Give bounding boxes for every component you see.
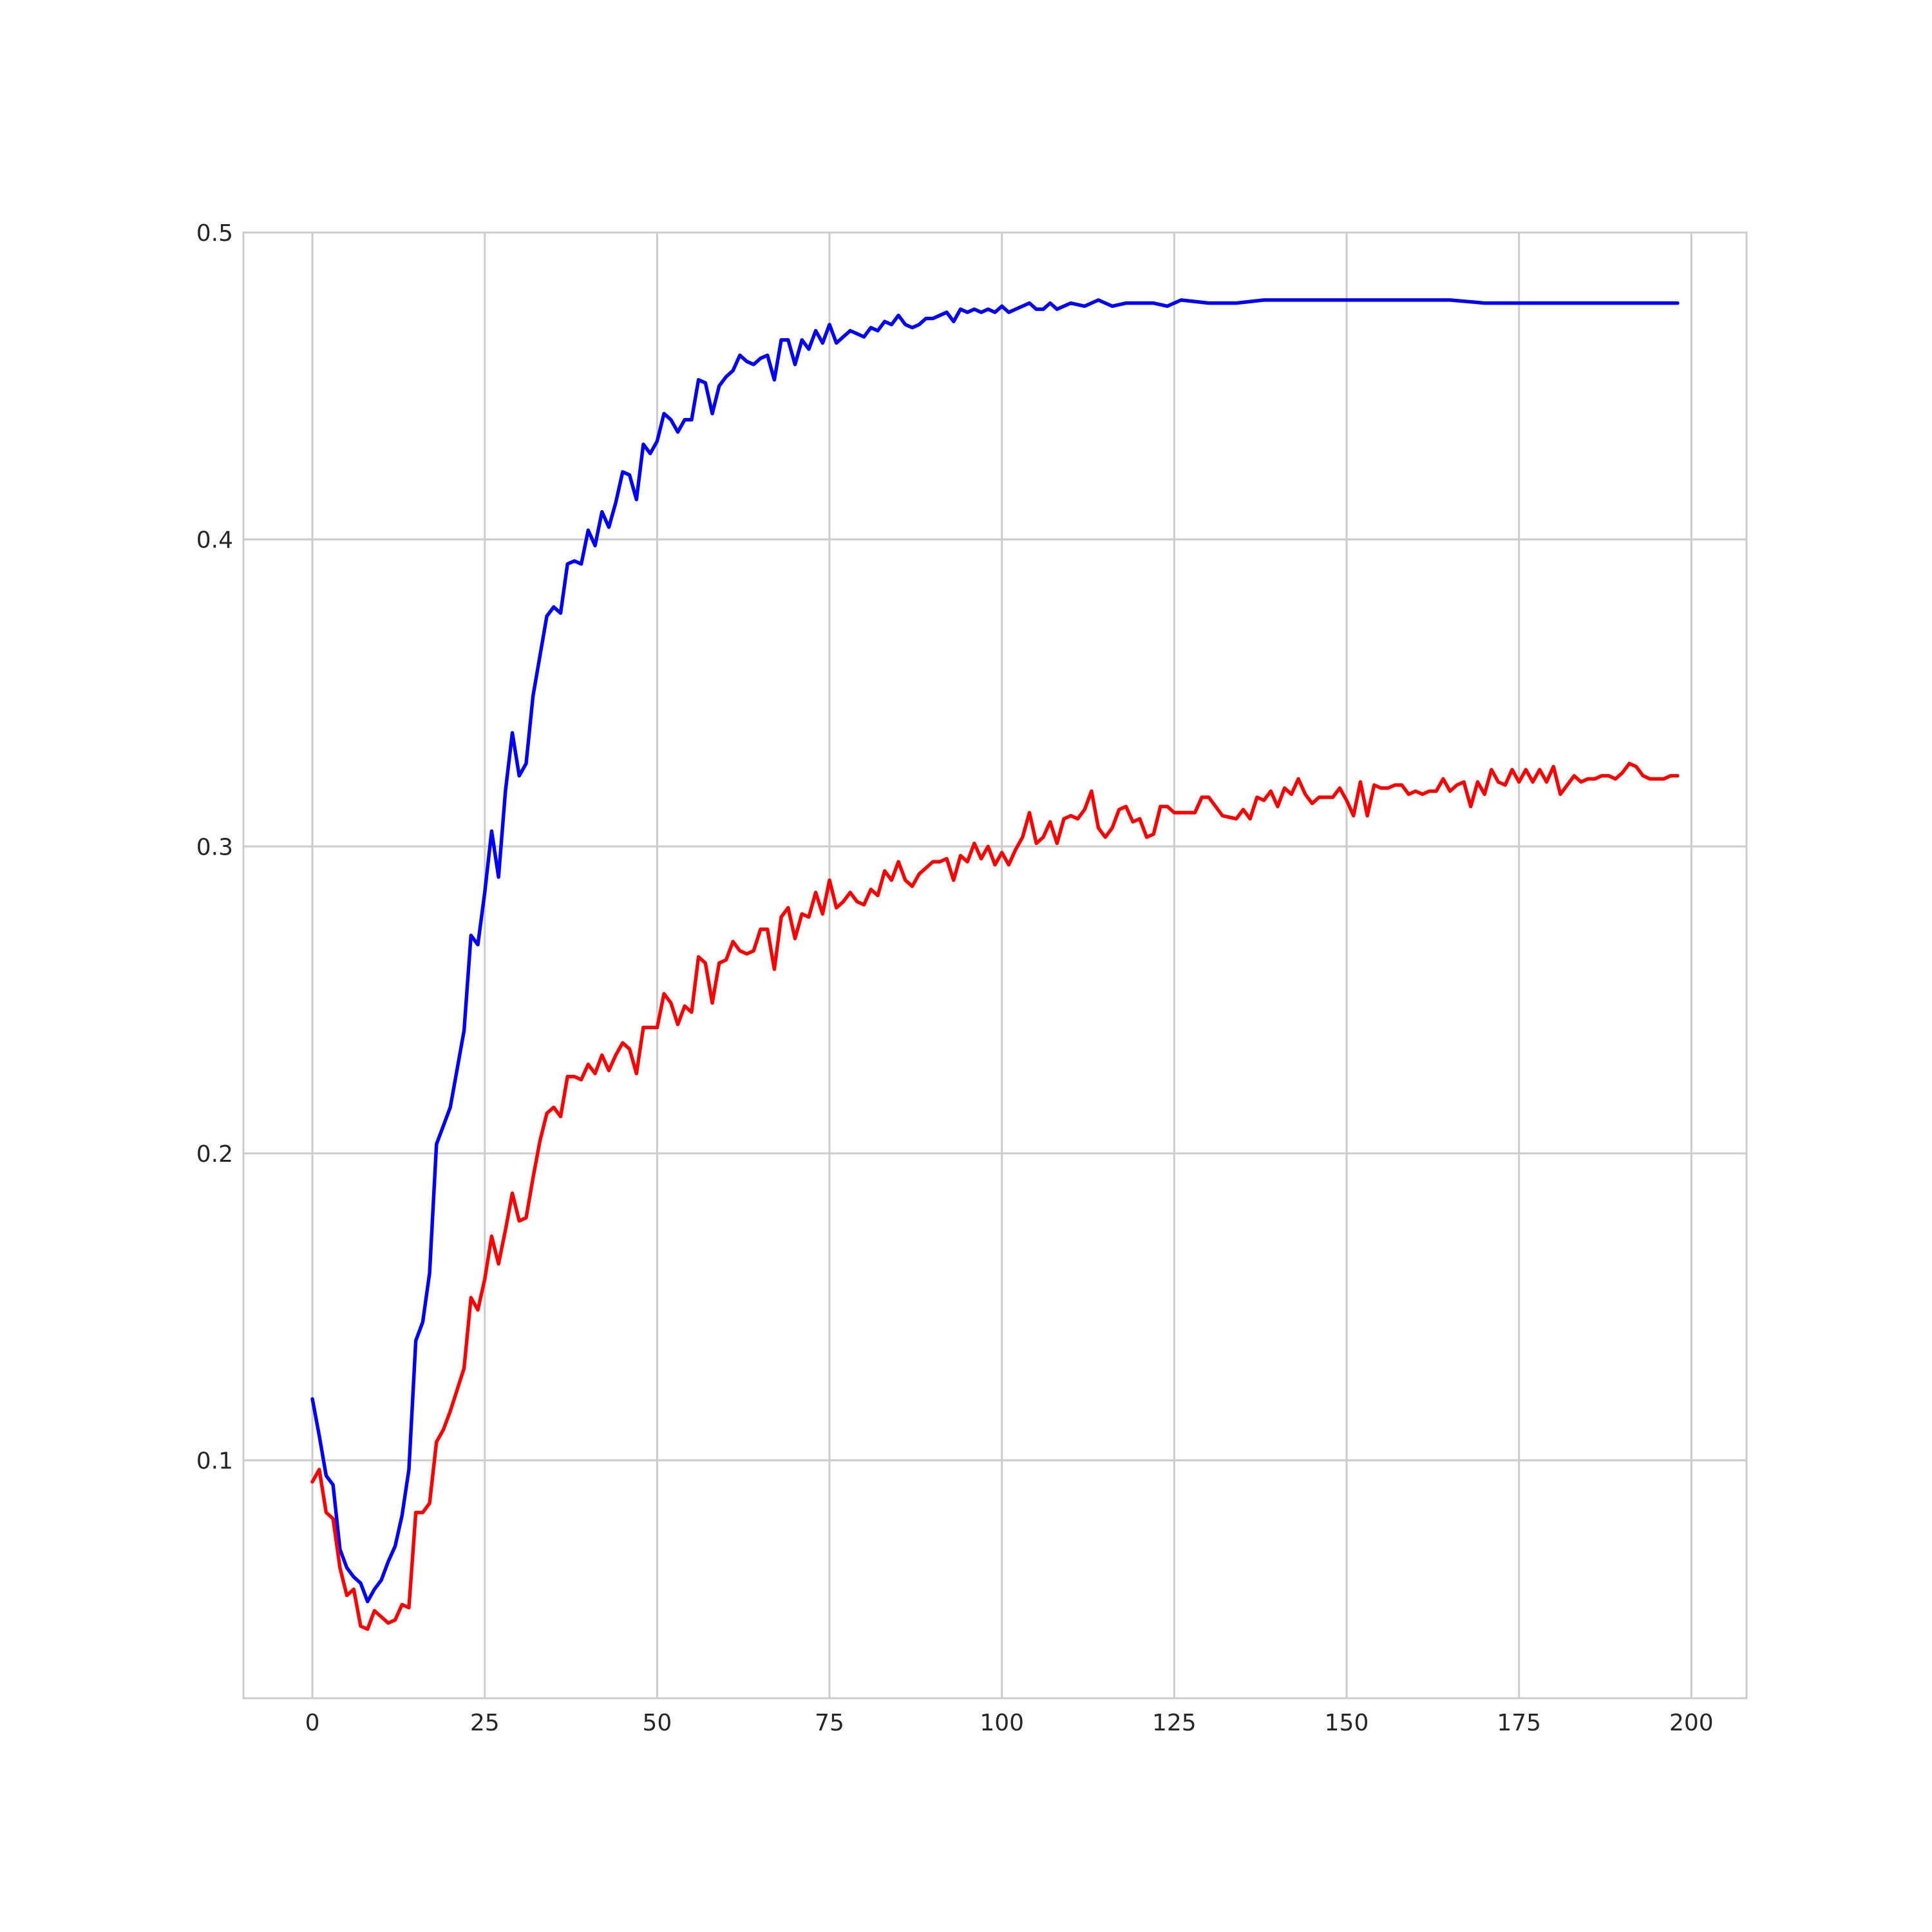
x-tick-label: 0: [305, 1710, 320, 1736]
x-tick-label: 25: [470, 1710, 500, 1736]
x-tick-label: 175: [1497, 1710, 1541, 1736]
y-tick-label: 0.1: [196, 1448, 233, 1475]
x-tick-label: 150: [1325, 1710, 1369, 1736]
series-line-red: [310, 761, 1680, 1631]
tick-labels: 0 25 50 75 100 125 150 175 200 0.1 0.2 0.3 0.4 0.5: [196, 220, 1714, 1736]
y-tick-label: 0.4: [196, 527, 233, 554]
y-tick-label: 0.5: [196, 220, 233, 247]
series-layer: [310, 298, 1680, 1631]
x-tick-label: 50: [642, 1710, 672, 1736]
x-tick-label: 125: [1152, 1710, 1197, 1736]
x-tick-label: 75: [815, 1710, 844, 1736]
x-tick-label: 100: [980, 1710, 1024, 1736]
plot-frame: [242, 231, 1748, 1700]
x-tick-label: 200: [1669, 1710, 1714, 1736]
y-tick-label: 0.2: [196, 1141, 233, 1168]
series-line-blue: [310, 298, 1680, 1604]
y-tick-label: 0.3: [196, 834, 233, 860]
